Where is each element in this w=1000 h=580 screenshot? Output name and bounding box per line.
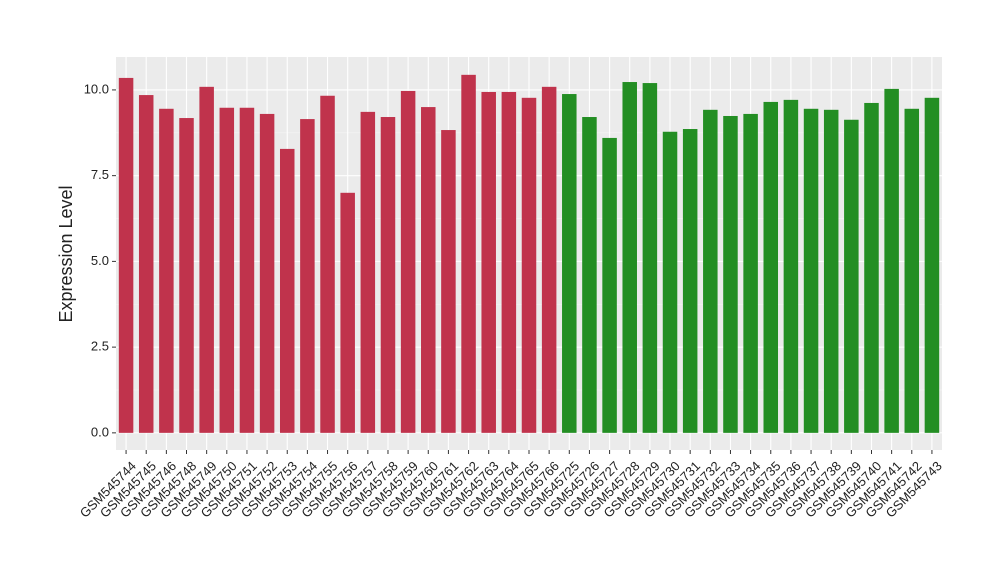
bar <box>481 91 496 433</box>
bar <box>743 113 758 433</box>
bar <box>179 118 194 433</box>
bar <box>461 74 476 433</box>
bar <box>582 117 597 433</box>
bar <box>441 130 456 433</box>
bar <box>682 129 698 433</box>
bar <box>118 77 134 433</box>
bar <box>360 111 376 433</box>
bar <box>541 86 557 433</box>
bar <box>340 192 355 433</box>
bar <box>904 108 920 433</box>
y-tick-label: 0.0 <box>91 424 109 439</box>
bar <box>219 107 235 433</box>
y-tick-label: 2.5 <box>91 339 109 354</box>
bar <box>239 107 255 433</box>
bar <box>159 108 174 433</box>
bar <box>602 137 617 433</box>
bar <box>783 99 799 433</box>
bar <box>562 94 577 433</box>
bar <box>521 97 537 433</box>
bar <box>199 86 214 433</box>
bar <box>703 109 718 433</box>
bar <box>924 97 940 433</box>
y-tick-label: 7.5 <box>91 167 109 182</box>
bar <box>320 95 335 433</box>
bar <box>421 107 436 433</box>
y-axis-label: Expression Level <box>56 185 76 322</box>
bar <box>864 102 879 433</box>
bar <box>380 117 396 433</box>
bar <box>723 115 738 433</box>
bar <box>884 88 899 433</box>
bar <box>501 91 517 433</box>
bar <box>844 119 859 433</box>
bar <box>823 109 839 433</box>
bar <box>259 113 275 433</box>
bar <box>803 108 819 433</box>
bar <box>138 95 154 433</box>
bar <box>400 90 416 433</box>
y-tick-label: 10.0 <box>84 81 109 96</box>
bar <box>622 82 637 433</box>
bar <box>763 101 779 433</box>
bar <box>279 148 295 433</box>
y-tick-label: 5.0 <box>91 253 109 268</box>
bar <box>300 119 315 433</box>
bar <box>662 131 678 433</box>
bar <box>642 83 658 433</box>
